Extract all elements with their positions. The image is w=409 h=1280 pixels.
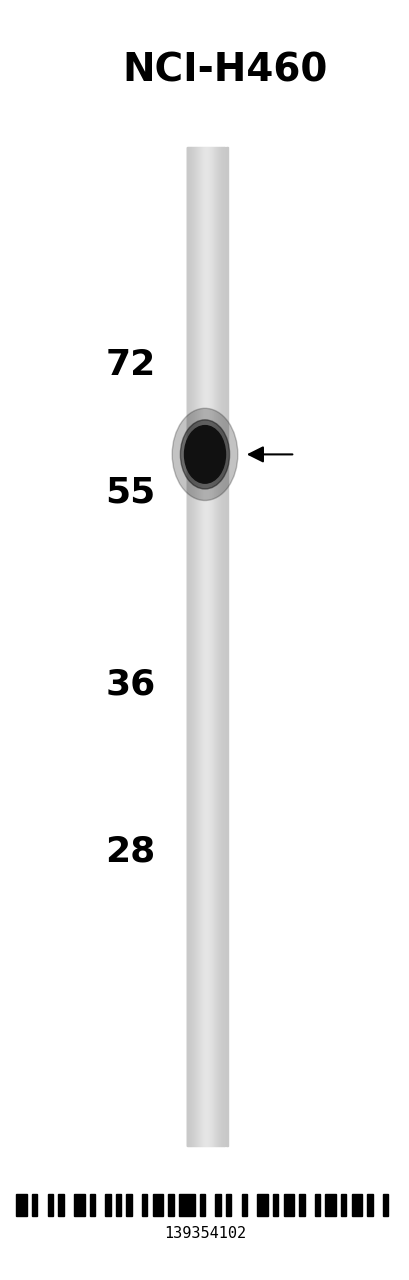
Bar bbox=[215, 1194, 220, 1216]
Bar bbox=[199, 1194, 204, 1216]
Text: NCI-H460: NCI-H460 bbox=[123, 51, 327, 90]
Bar bbox=[382, 1194, 387, 1216]
Bar bbox=[126, 1194, 131, 1216]
Bar bbox=[178, 1194, 194, 1216]
Text: 55: 55 bbox=[105, 476, 155, 509]
Bar bbox=[58, 1194, 63, 1216]
Ellipse shape bbox=[172, 408, 237, 500]
Bar bbox=[74, 1194, 84, 1216]
Ellipse shape bbox=[184, 425, 225, 483]
Bar bbox=[272, 1194, 278, 1216]
Bar bbox=[142, 1194, 147, 1216]
Bar bbox=[340, 1194, 346, 1216]
Bar bbox=[116, 1194, 121, 1216]
Bar bbox=[105, 1194, 110, 1216]
Bar bbox=[152, 1194, 163, 1216]
Text: 36: 36 bbox=[105, 668, 155, 701]
Bar bbox=[257, 1194, 267, 1216]
Bar bbox=[168, 1194, 173, 1216]
Bar bbox=[314, 1194, 319, 1216]
Bar bbox=[325, 1194, 335, 1216]
Text: 28: 28 bbox=[105, 835, 155, 868]
Bar bbox=[225, 1194, 231, 1216]
Bar bbox=[299, 1194, 304, 1216]
Bar bbox=[48, 1194, 53, 1216]
Bar bbox=[90, 1194, 95, 1216]
Bar bbox=[241, 1194, 246, 1216]
Text: 139354102: 139354102 bbox=[164, 1226, 245, 1242]
Text: 72: 72 bbox=[105, 348, 155, 381]
Ellipse shape bbox=[180, 420, 229, 489]
Bar bbox=[283, 1194, 293, 1216]
Bar bbox=[351, 1194, 361, 1216]
Bar bbox=[366, 1194, 372, 1216]
Bar bbox=[16, 1194, 27, 1216]
Bar bbox=[32, 1194, 37, 1216]
